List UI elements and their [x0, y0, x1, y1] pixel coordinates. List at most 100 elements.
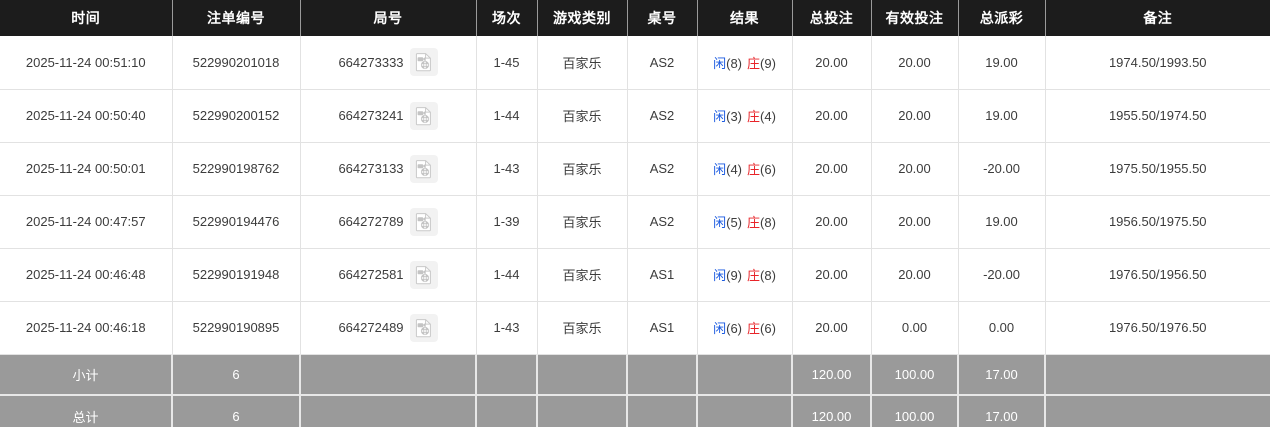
column-header-label: 局号	[373, 10, 403, 26]
result-player-value: (3)	[726, 109, 742, 124]
round-no-text: 664272789	[338, 214, 404, 229]
column-header-label: 桌号	[647, 10, 677, 26]
cell-table-no: AS2	[627, 195, 698, 249]
summary-total-bet: 120.00	[792, 395, 872, 427]
column-header-label: 注单编号	[207, 10, 265, 26]
cell-round-no: 664273333	[300, 36, 477, 90]
column-header-label: 备注	[1143, 10, 1173, 26]
column-header-session[interactable]: 场次	[476, 0, 538, 36]
column-header-game_type[interactable]: 游戏类别	[537, 0, 628, 36]
column-header-total_bet[interactable]: 总投注	[792, 0, 872, 36]
summary-round-no	[300, 354, 477, 396]
cell-game-type: 百家乐	[537, 301, 628, 355]
cell-total-bet[interactable]: 20.00	[792, 248, 872, 302]
summary-remark	[1045, 354, 1270, 396]
summary-row: 小计 6 120.00 100.00 17.00	[0, 354, 1270, 396]
cell-result: 闲(6) 庄(6)	[697, 301, 793, 355]
cell-valid-bet: 20.00	[871, 89, 959, 143]
video-document-icon[interactable]	[409, 313, 438, 342]
summary-remark	[1045, 395, 1270, 427]
cell-time: 2025-11-24 00:46:18	[0, 301, 173, 355]
cell-total-payout: -20.00	[958, 142, 1046, 196]
column-header-label: 有效投注	[885, 10, 944, 26]
video-document-icon[interactable]	[409, 48, 438, 77]
column-header-table_no[interactable]: 桌号	[627, 0, 698, 36]
round-no-text: 664272581	[338, 267, 404, 282]
summary-game-type	[537, 395, 628, 427]
column-header-label: 总派彩	[979, 10, 1024, 26]
cell-total-bet[interactable]: 20.00	[792, 89, 872, 143]
video-document-icon[interactable]	[409, 101, 438, 130]
cell-remark: 1975.50/1955.50	[1045, 142, 1270, 196]
cell-result: 闲(5) 庄(8)	[697, 195, 793, 249]
cell-result: 闲(3) 庄(4)	[697, 89, 793, 143]
column-header-label: 场次	[492, 10, 521, 26]
cell-bet-id: 522990194476	[172, 195, 301, 249]
cell-game-type: 百家乐	[537, 195, 628, 249]
column-header-bet_id[interactable]: 注单编号	[172, 0, 301, 36]
result-banker-label: 庄	[747, 55, 761, 71]
result-player-value: (9)	[726, 268, 742, 283]
video-document-icon[interactable]	[409, 260, 438, 289]
cell-valid-bet: 20.00	[871, 195, 959, 249]
cell-result: 闲(9) 庄(8)	[697, 248, 793, 302]
cell-total-bet[interactable]: 20.00	[792, 142, 872, 196]
cell-remark: 1976.50/1956.50	[1045, 248, 1270, 302]
table-row: 2025-11-24 00:47:57 522990194476 664272789…	[0, 195, 1270, 249]
cell-session: 1-43	[476, 301, 538, 355]
cell-table-no: AS2	[627, 89, 698, 143]
cell-time: 2025-11-24 00:51:10	[0, 36, 173, 90]
column-header-round_no[interactable]: 局号	[300, 0, 477, 36]
video-document-icon[interactable]	[409, 154, 438, 183]
result-player-label: 闲	[713, 109, 727, 124]
cell-bet-id: 522990201018	[172, 36, 301, 90]
column-header-time[interactable]: 时间	[0, 0, 173, 36]
cell-table-no: AS1	[627, 248, 698, 302]
cell-game-type: 百家乐	[537, 89, 628, 143]
round-no-wrapper: 664273241	[305, 101, 472, 130]
column-header-remark[interactable]: 备注	[1045, 0, 1270, 36]
cell-round-no: 664273241	[300, 89, 477, 143]
cell-time: 2025-11-24 00:46:48	[0, 248, 173, 302]
cell-remark: 1976.50/1976.50	[1045, 301, 1270, 355]
cell-table-no: AS1	[627, 301, 698, 355]
cell-total-payout: -20.00	[958, 248, 1046, 302]
cell-round-no: 664272581	[300, 248, 477, 302]
cell-session: 1-39	[476, 195, 538, 249]
cell-total-bet[interactable]: 20.00	[792, 195, 872, 249]
cell-valid-bet: 0.00	[871, 301, 959, 355]
round-no-text: 664272489	[338, 320, 404, 335]
column-header-result[interactable]: 结果	[697, 0, 793, 36]
table-body: 2025-11-24 00:51:10 522990201018 664273333…	[0, 36, 1270, 355]
summary-valid-bet: 100.00	[871, 354, 959, 396]
column-header-total_payout[interactable]: 总派彩	[958, 0, 1046, 36]
cell-bet-id: 522990198762	[172, 142, 301, 196]
cell-remark: 1955.50/1974.50	[1045, 89, 1270, 143]
cell-result: 闲(4) 庄(6)	[697, 142, 793, 196]
cell-round-no: 664272789	[300, 195, 477, 249]
summary-result	[697, 395, 793, 427]
result-player-label: 闲	[713, 215, 727, 230]
cell-round-no: 664272489	[300, 301, 477, 355]
table-row: 2025-11-24 00:50:01 522990198762 664273133…	[0, 142, 1270, 196]
video-document-icon[interactable]	[409, 207, 438, 236]
cell-bet-id: 522990190895	[172, 301, 301, 355]
column-header-valid_bet[interactable]: 有效投注	[871, 0, 959, 36]
cell-time: 2025-11-24 00:50:01	[0, 142, 173, 196]
round-no-wrapper: 664272489	[305, 313, 472, 342]
cell-result: 闲(8) 庄(9)	[697, 36, 793, 90]
result-banker-label: 庄	[747, 268, 761, 283]
result-player-label: 闲	[713, 321, 727, 336]
cell-total-bet[interactable]: 20.00	[792, 301, 872, 355]
summary-total-payout: 17.00	[958, 395, 1046, 427]
result-player-label: 闲	[713, 268, 727, 283]
round-no-wrapper: 664272581	[305, 260, 472, 289]
result-banker-label: 庄	[747, 162, 761, 177]
summary-row: 总计 6 120.00 100.00 17.00	[0, 395, 1270, 427]
result-banker-value: (4)	[760, 109, 776, 124]
table-footer: 小计 6 120.00 100.00 17.00 总计 6 120.00 100.00 17.00	[0, 354, 1270, 427]
summary-count: 6	[172, 395, 301, 427]
cell-total-payout: 19.00	[958, 195, 1046, 249]
cell-total-bet[interactable]: 20.00	[792, 36, 872, 90]
